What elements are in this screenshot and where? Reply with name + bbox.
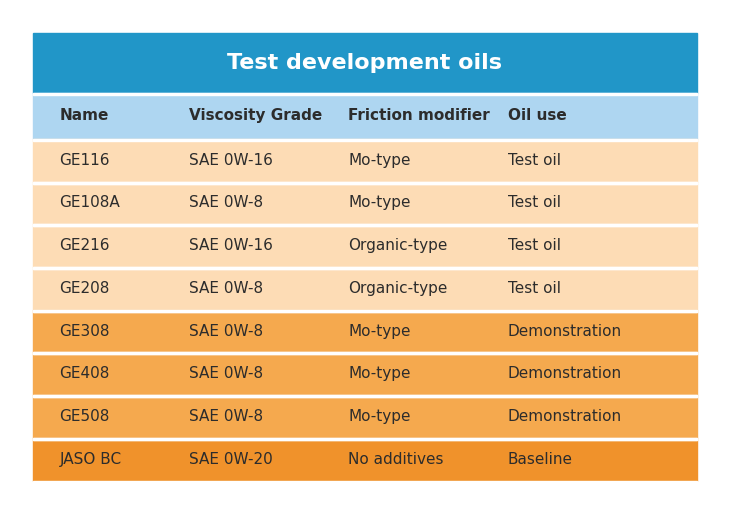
Bar bbox=[33, 267, 697, 309]
Text: GE116: GE116 bbox=[59, 153, 110, 168]
Text: GE508: GE508 bbox=[59, 409, 110, 424]
Text: SAE 0W-8: SAE 0W-8 bbox=[189, 323, 263, 339]
Text: Viscosity Grade: Viscosity Grade bbox=[189, 108, 322, 123]
Bar bbox=[33, 181, 697, 183]
Bar bbox=[33, 33, 697, 93]
Text: Mo-type: Mo-type bbox=[348, 195, 411, 210]
Text: Test development oils: Test development oils bbox=[228, 53, 502, 73]
Text: Mo-type: Mo-type bbox=[348, 323, 411, 339]
Bar bbox=[33, 438, 697, 440]
Text: GE208: GE208 bbox=[59, 281, 110, 296]
Text: Mo-type: Mo-type bbox=[348, 409, 411, 424]
Bar bbox=[33, 224, 697, 226]
Bar bbox=[33, 267, 697, 269]
Text: GE108A: GE108A bbox=[59, 195, 120, 210]
Text: Test oil: Test oil bbox=[508, 281, 561, 296]
Bar bbox=[33, 93, 697, 139]
Text: Test oil: Test oil bbox=[508, 195, 561, 210]
Bar bbox=[33, 139, 697, 141]
Text: GE216: GE216 bbox=[59, 238, 110, 253]
Text: Test oil: Test oil bbox=[508, 153, 561, 168]
Text: Organic-type: Organic-type bbox=[348, 238, 447, 253]
Bar bbox=[33, 309, 697, 311]
Bar bbox=[697, 0, 730, 514]
Bar bbox=[33, 309, 697, 311]
Text: Demonstration: Demonstration bbox=[508, 323, 622, 339]
Bar bbox=[33, 224, 697, 226]
Bar bbox=[33, 438, 697, 481]
Bar bbox=[0, 0, 730, 33]
Text: SAE 0W-8: SAE 0W-8 bbox=[189, 409, 263, 424]
Bar bbox=[33, 93, 697, 95]
Text: GE408: GE408 bbox=[59, 366, 110, 381]
Bar bbox=[0, 0, 33, 514]
Bar bbox=[33, 353, 697, 395]
Text: Mo-type: Mo-type bbox=[348, 366, 411, 381]
Bar bbox=[33, 395, 697, 397]
Text: SAE 0W-16: SAE 0W-16 bbox=[189, 238, 273, 253]
Text: Organic-type: Organic-type bbox=[348, 281, 447, 296]
Bar bbox=[33, 181, 697, 183]
Bar bbox=[33, 395, 697, 438]
Text: Mo-type: Mo-type bbox=[348, 153, 411, 168]
Text: Baseline: Baseline bbox=[508, 452, 573, 467]
Text: SAE 0W-8: SAE 0W-8 bbox=[189, 195, 263, 210]
Text: Demonstration: Demonstration bbox=[508, 409, 622, 424]
Bar bbox=[33, 438, 697, 440]
Bar bbox=[33, 309, 697, 353]
Bar bbox=[33, 139, 697, 181]
Text: JASO BC: JASO BC bbox=[59, 452, 122, 467]
Bar bbox=[0, 481, 730, 514]
Text: SAE 0W-8: SAE 0W-8 bbox=[189, 366, 263, 381]
Bar bbox=[33, 481, 697, 483]
Bar bbox=[33, 353, 697, 355]
Text: Test oil: Test oil bbox=[508, 238, 561, 253]
Text: Oil use: Oil use bbox=[508, 108, 566, 123]
Bar bbox=[33, 395, 697, 397]
Bar bbox=[33, 181, 697, 224]
Text: Friction modifier: Friction modifier bbox=[348, 108, 490, 123]
Text: No additives: No additives bbox=[348, 452, 444, 467]
Text: SAE 0W-8: SAE 0W-8 bbox=[189, 281, 263, 296]
Text: GE308: GE308 bbox=[59, 323, 110, 339]
Text: SAE 0W-20: SAE 0W-20 bbox=[189, 452, 273, 467]
Text: Demonstration: Demonstration bbox=[508, 366, 622, 381]
Text: SAE 0W-16: SAE 0W-16 bbox=[189, 153, 273, 168]
Bar bbox=[33, 353, 697, 355]
Bar bbox=[33, 224, 697, 267]
Text: Name: Name bbox=[59, 108, 109, 123]
Bar bbox=[33, 267, 697, 269]
